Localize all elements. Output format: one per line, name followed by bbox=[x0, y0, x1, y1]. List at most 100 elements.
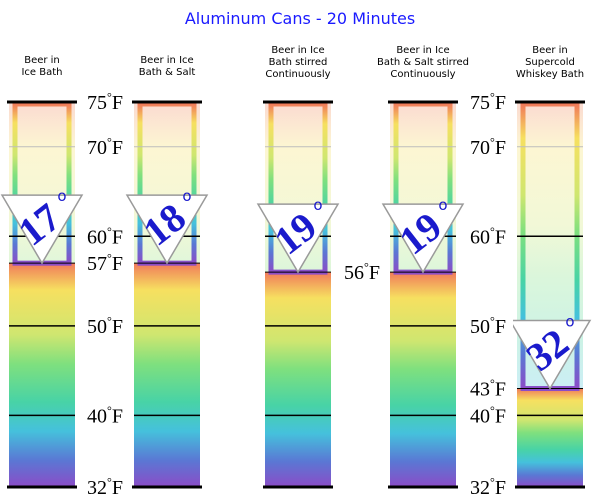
axis-degree-symbol: ° bbox=[107, 475, 112, 489]
axis-degree-symbol: ° bbox=[490, 314, 495, 328]
axis-tick-value: 75 bbox=[87, 92, 107, 114]
axis-tick-value: 50 bbox=[87, 316, 107, 338]
axis-tick-label: 75°F bbox=[470, 90, 506, 114]
axis-label-backdrop bbox=[461, 225, 513, 248]
column-label-line: Beer in Ice bbox=[396, 45, 449, 56]
column-label-line: Continuously bbox=[265, 69, 330, 80]
column-label-line: Beer in Ice bbox=[140, 55, 193, 66]
axis-degree-symbol: ° bbox=[364, 260, 369, 274]
axis-tick-value: 43 bbox=[470, 379, 490, 401]
axis-tick-label: 57°F bbox=[87, 251, 123, 275]
drop-badge bbox=[256, 203, 340, 274]
axis-tick-label: 60°F bbox=[87, 224, 123, 248]
axis-tick-value: 60 bbox=[470, 226, 490, 248]
degree-mark: o bbox=[57, 187, 66, 205]
column-label-line: Continuously bbox=[390, 69, 455, 80]
axis-degree-symbol: ° bbox=[490, 403, 495, 417]
drop-badge bbox=[0, 194, 84, 265]
axis-label-backdrop bbox=[461, 404, 513, 427]
column-label: Beer in Ice Bath stirred Continuously bbox=[265, 45, 330, 80]
axis-unit-letter: F bbox=[112, 405, 123, 427]
axis-unit-letter: F bbox=[112, 253, 123, 275]
column-label-line: Bath & Salt stirred bbox=[377, 57, 469, 68]
axis-unit-letter: F bbox=[112, 226, 123, 248]
axis-tick-value: 40 bbox=[87, 405, 107, 427]
axis-label-backdrop bbox=[335, 261, 387, 284]
axis-unit-letter: F bbox=[495, 226, 506, 248]
axis-unit-letter: F bbox=[495, 92, 506, 114]
axis-degree-symbol: ° bbox=[490, 224, 495, 238]
degree-mark: o bbox=[182, 187, 191, 205]
axis-unit-letter: F bbox=[495, 379, 506, 401]
drop-badge bbox=[125, 194, 209, 265]
axis-tick-value: 60 bbox=[87, 226, 107, 248]
column-label-line: Beer in bbox=[24, 55, 60, 66]
chart-title: Aluminum Cans - 20 Minutes bbox=[185, 9, 415, 28]
axis-tick-value: 57 bbox=[87, 253, 107, 275]
axis-unit-letter: F bbox=[112, 477, 123, 499]
axis-tick-value: 70 bbox=[470, 137, 490, 159]
axis-degree-symbol: ° bbox=[490, 377, 495, 391]
axis-tick-label: 40°F bbox=[87, 403, 123, 427]
axis-unit-letter: F bbox=[112, 137, 123, 159]
axis-tick-value: 32 bbox=[87, 477, 107, 499]
axis-tick-value: 50 bbox=[470, 316, 490, 338]
column-fill bbox=[265, 272, 331, 487]
axis-unit-letter: F bbox=[495, 137, 506, 159]
axis-unit-letter: F bbox=[369, 262, 380, 284]
axis-label-backdrop bbox=[461, 377, 513, 400]
column-label-line: Beer in Ice bbox=[271, 45, 324, 56]
axis-degree-symbol: ° bbox=[107, 314, 112, 328]
column-label-line: Bath stirred bbox=[269, 57, 328, 68]
column-label-line: Beer in bbox=[532, 45, 568, 56]
axis-tick-value: 70 bbox=[87, 137, 107, 159]
axis-degree-symbol: ° bbox=[107, 90, 112, 104]
axis-label-backdrop bbox=[78, 135, 130, 158]
axis-label-backdrop bbox=[461, 314, 513, 337]
axis-tick-label: 32°F bbox=[470, 475, 506, 499]
axis-tick-label: 32°F bbox=[87, 475, 123, 499]
axis-tick-label: 70°F bbox=[87, 135, 123, 159]
column-fill bbox=[517, 388, 583, 487]
axis-tick-value: 56 bbox=[344, 262, 364, 284]
axis-degree-symbol: ° bbox=[107, 224, 112, 238]
drop-badge bbox=[381, 203, 465, 274]
column-label-line: Bath & Salt bbox=[139, 67, 196, 78]
axis-label-backdrop bbox=[78, 225, 130, 248]
column-fill bbox=[9, 263, 75, 487]
column-label-line: Ice Bath bbox=[21, 67, 62, 78]
axis-degree-symbol: ° bbox=[107, 403, 112, 417]
column-label: Beer in Supercold Whiskey Bath bbox=[516, 45, 584, 80]
column-label: Beer in Ice Bath & Salt bbox=[139, 55, 196, 78]
axis-degree-symbol: ° bbox=[490, 90, 495, 104]
axis-unit-letter: F bbox=[112, 316, 123, 338]
axis-degree-symbol: ° bbox=[490, 135, 495, 149]
axis-tick-label: 60°F bbox=[470, 224, 506, 248]
drop-badge bbox=[508, 319, 592, 390]
axis-degree-symbol: ° bbox=[490, 475, 495, 489]
axis-tick-value: 75 bbox=[470, 92, 490, 114]
axis-tick-label: 50°F bbox=[470, 314, 506, 338]
axis-label-backdrop bbox=[78, 404, 130, 427]
axis-label-backdrop bbox=[78, 252, 130, 275]
axis-label-backdrop bbox=[461, 135, 513, 158]
axis-tick-label: 43°F bbox=[470, 377, 506, 401]
axis-tick-label: 75°F bbox=[87, 90, 123, 114]
axis-degree-symbol: ° bbox=[107, 135, 112, 149]
column-label: Beer in Ice Bath & Salt stirred Continuous… bbox=[377, 45, 469, 80]
column-fill bbox=[134, 263, 200, 487]
axis-tick-value: 32 bbox=[470, 477, 490, 499]
axis-tick-label: 40°F bbox=[470, 403, 506, 427]
axis-label-backdrop bbox=[78, 476, 130, 498]
degree-mark: o bbox=[313, 196, 322, 214]
axis-label-backdrop bbox=[78, 314, 130, 337]
axis-degree-symbol: ° bbox=[107, 251, 112, 265]
axis-unit-letter: F bbox=[495, 477, 506, 499]
axis-tick-value: 40 bbox=[470, 405, 490, 427]
axis-tick-label: 70°F bbox=[470, 135, 506, 159]
axis-unit-letter: F bbox=[112, 92, 123, 114]
axis-label-backdrop bbox=[78, 91, 130, 113]
axis-unit-letter: F bbox=[495, 405, 506, 427]
column-label-line: Whiskey Bath bbox=[516, 69, 584, 80]
